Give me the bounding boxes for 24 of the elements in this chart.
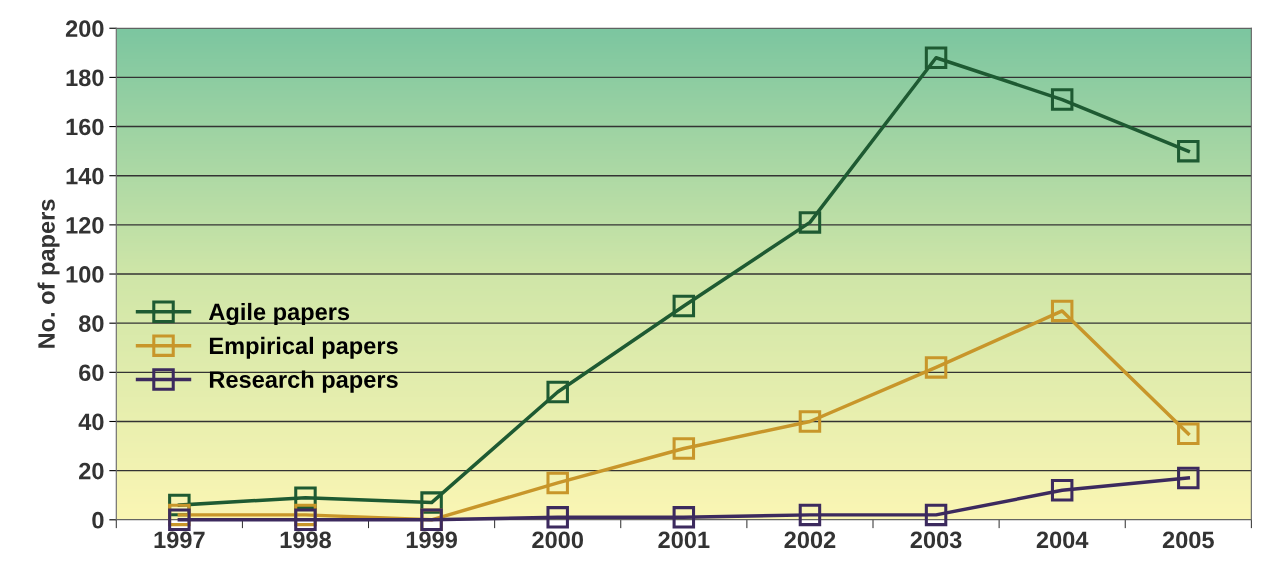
- legend-label: Research papers: [209, 370, 398, 393]
- x-tick-label: 2001: [658, 531, 710, 549]
- x-tick-label: 2005: [1162, 531, 1214, 549]
- y-tick-label: 40: [78, 413, 104, 431]
- x-tick-label: 2000: [532, 531, 583, 549]
- y-axis-title: No. of papers: [37, 199, 60, 348]
- x-tick-label: 1999: [406, 531, 457, 549]
- x-tick-label: 2003: [910, 531, 962, 549]
- y-tick-label: 0: [92, 511, 104, 529]
- x-tick-label: 2002: [784, 531, 836, 549]
- y-tick-label: 60: [79, 364, 104, 382]
- y-tick-label: 20: [79, 462, 104, 480]
- y-tick-label: 200: [65, 20, 104, 38]
- x-tick-label: 2004: [1036, 531, 1089, 549]
- y-tick-label: 80: [78, 315, 104, 332]
- x-tick-label: 1997: [154, 531, 205, 549]
- legend-label: Agile papers: [208, 302, 350, 325]
- y-tick-label: 160: [66, 118, 104, 136]
- y-tick-label: 180: [66, 69, 104, 87]
- y-tick-label: 140: [66, 167, 104, 185]
- x-tick-label: 1998: [280, 531, 332, 549]
- y-tick-label: 100: [66, 266, 104, 283]
- y-tick-label: 120: [66, 216, 104, 234]
- legend-label: Empirical papers: [209, 336, 398, 359]
